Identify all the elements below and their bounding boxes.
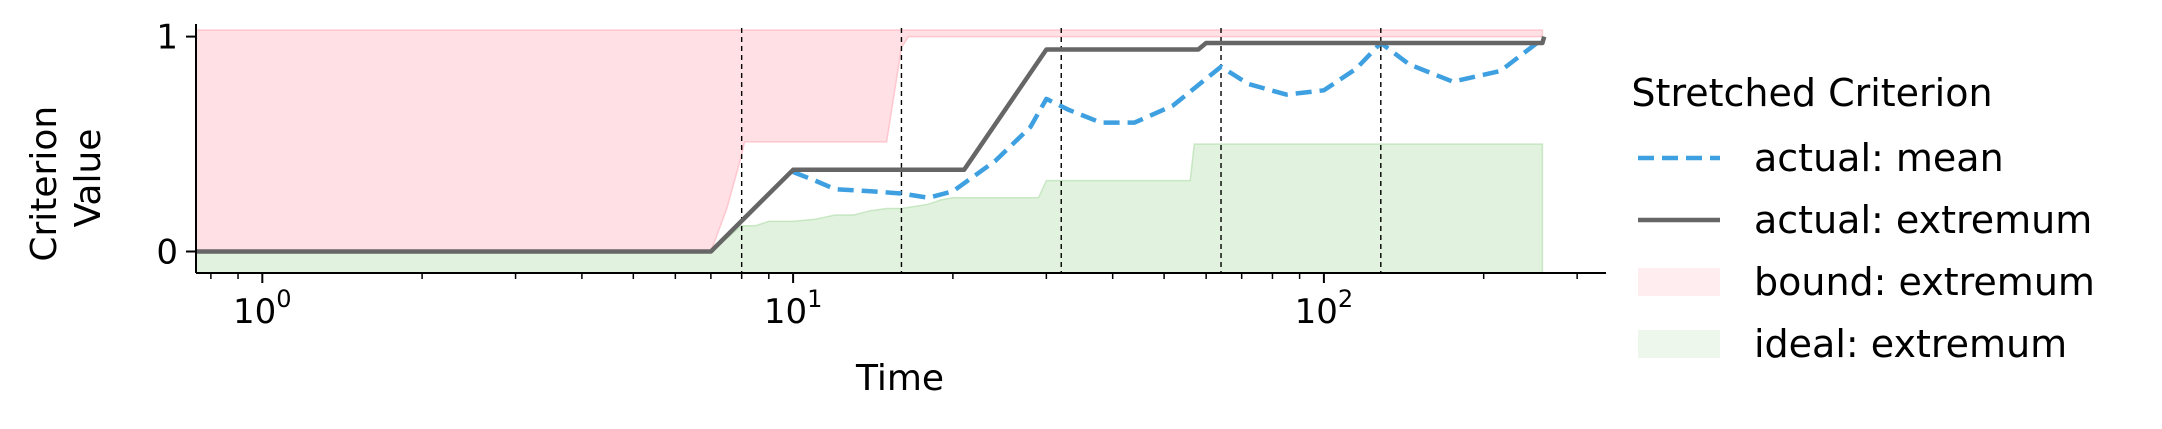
- y-axis-title-line-2: Value: [68, 129, 109, 228]
- legend-label-bound-extremum: bound: extremum: [1754, 260, 2095, 304]
- x-axis-title: Time: [855, 358, 944, 399]
- legend-swatch-ideal-extremum: [1638, 330, 1720, 358]
- series-actual-mean: [792, 39, 1542, 201]
- x-tick-label: 100: [233, 285, 292, 332]
- series-actual-extremum: [196, 35, 1547, 254]
- legend-label-ideal-extremum: ideal: extremum: [1754, 322, 2067, 366]
- legend-label-actual-mean: actual: mean: [1754, 136, 2004, 180]
- fill-ideal-extremum: [196, 143, 1544, 273]
- legend-title: Stretched Criterion: [1631, 71, 1992, 115]
- legend-swatch-bound-extremum: [1638, 268, 1720, 296]
- y-tick-label: 1: [156, 18, 178, 58]
- x-tick-label: 101: [764, 285, 823, 332]
- legend: Stretched Criterion actual: mean actual: e…: [1631, 71, 2095, 366]
- y-axis-title-line-1: Criterion: [24, 106, 65, 262]
- y-tick-label: 0: [156, 233, 178, 273]
- x-tick-label: 102: [1295, 285, 1354, 332]
- y-axis-title: Criterion Value: [24, 94, 109, 261]
- legend-label-actual-extremum: actual: extremum: [1754, 198, 2092, 242]
